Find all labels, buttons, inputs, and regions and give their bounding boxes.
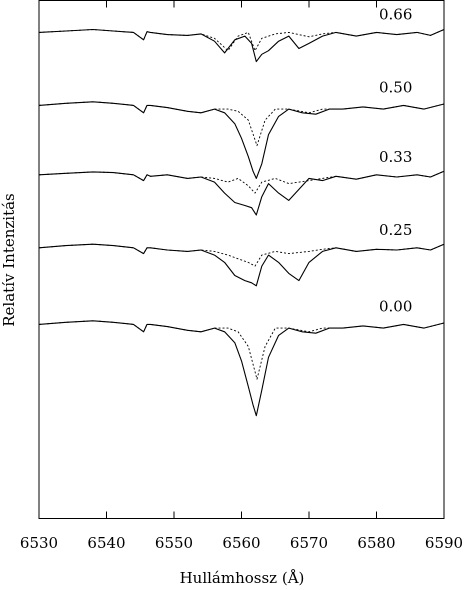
x-axis-ticks [38,0,445,519]
spectrum-line-dotted [38,243,445,267]
phase-label: 0.50 [379,78,412,96]
x-tick-label: 6580 [357,534,395,552]
phase-label: 0.33 [379,148,412,166]
spectra-lines [38,28,445,417]
spectrum-line-solid [38,101,445,179]
x-tick-label: 6540 [87,534,125,552]
phase-label: 0.00 [379,297,412,315]
spectrum-line-dotted [38,170,445,194]
x-axis-tick-labels: 6530 6540 6550 6560 6570 6580 6590 [20,534,463,552]
x-tick-label: 6590 [425,534,463,552]
spectrum-line-solid [38,243,445,287]
phase-label: 0.25 [379,221,412,239]
spectrum-line-solid [38,28,445,63]
x-tick-label: 6530 [20,534,58,552]
x-tick-label: 6570 [290,534,328,552]
spectrum-line-solid [38,320,445,417]
spectrum-line-dotted [38,320,445,380]
x-tick-label: 6560 [222,534,260,552]
x-tick-label: 6550 [155,534,193,552]
spectrum-line-solid [38,170,445,216]
phase-label: 0.66 [379,5,412,23]
y-axis-title: Relatív Intenzitás [0,193,18,327]
x-axis-title: Hullámhossz (Å) [180,569,305,587]
phase-labels: 0.750.660.500.330.250.00 [379,5,412,315]
